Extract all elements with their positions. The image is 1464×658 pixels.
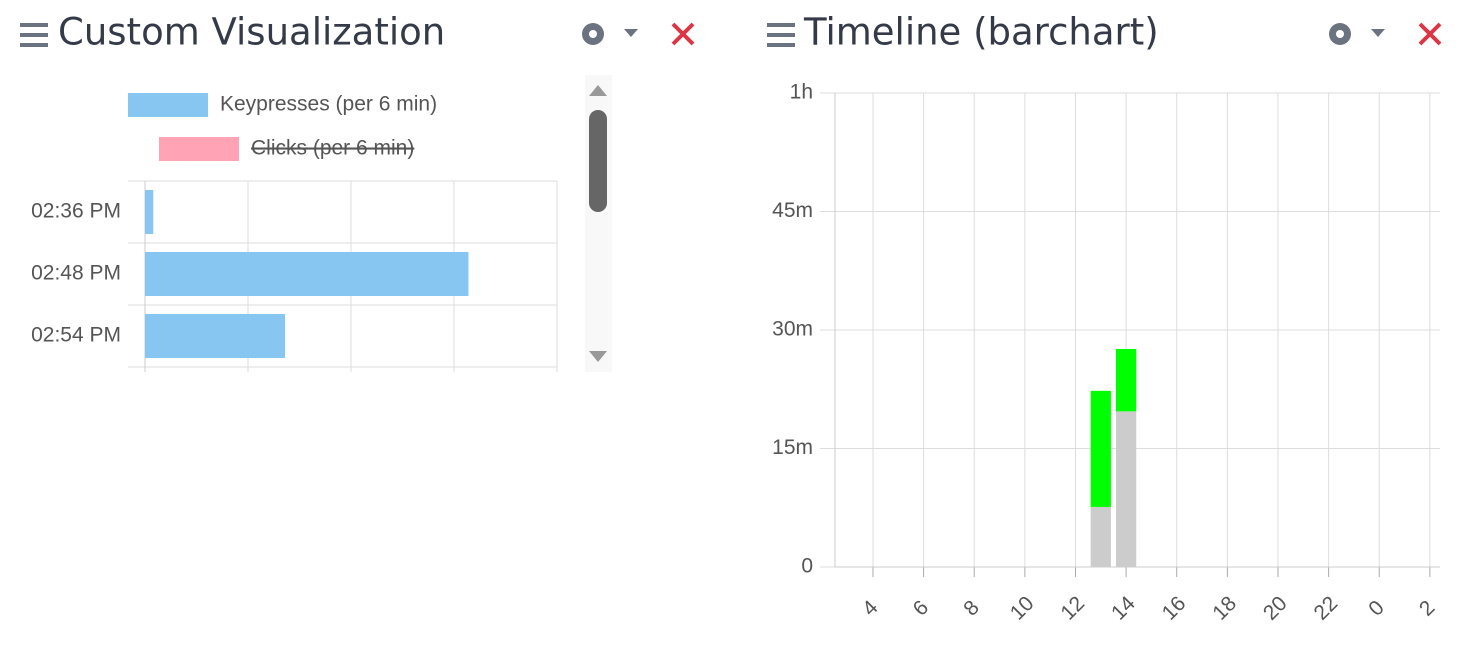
- bar-segment: [1115, 348, 1137, 412]
- close-icon[interactable]: [671, 22, 695, 46]
- x-tick-label: 0: [1364, 596, 1389, 621]
- x-tick-label: 14: [1107, 592, 1140, 625]
- x-tick-label: 20: [1259, 592, 1292, 625]
- x-tick-label: 18: [1208, 592, 1241, 625]
- bar: [145, 314, 286, 358]
- y-tick-label: 0: [801, 555, 813, 578]
- panel-title: Timeline (barchart): [803, 11, 1159, 54]
- x-tick-label: 22: [1310, 592, 1343, 625]
- menu-icon[interactable]: [20, 23, 48, 47]
- close-icon[interactable]: [1418, 22, 1442, 46]
- x-tick-label: 8: [959, 596, 984, 621]
- scrollbar[interactable]: [585, 75, 612, 372]
- y-tick-label: 1h: [790, 81, 813, 104]
- bar-segment: [1115, 411, 1137, 567]
- panel-title: Custom Visualization: [58, 11, 445, 54]
- x-tick-label: 2: [1415, 596, 1440, 621]
- bar: [145, 190, 154, 234]
- y-tick-label: 30m: [772, 318, 813, 341]
- y-tick-label: 02:48 PM: [31, 262, 121, 285]
- x-tick-label: 10: [1006, 592, 1039, 625]
- x-tick-label: 16: [1158, 592, 1191, 625]
- legend-swatch: [159, 137, 239, 161]
- y-tick-label: 45m: [772, 199, 813, 222]
- bar-segment: [1090, 390, 1111, 507]
- y-tick-label: 02:54 PM: [31, 324, 121, 347]
- menu-icon[interactable]: [767, 23, 795, 47]
- x-tick-label: 12: [1056, 592, 1089, 625]
- settings-icon[interactable]: [1329, 23, 1385, 45]
- x-tick-label: 4: [858, 596, 883, 621]
- bar-segment: [1090, 506, 1111, 567]
- legend-label: Clicks (per 6 min): [251, 137, 414, 160]
- y-tick-label: 15m: [772, 436, 813, 459]
- settings-icon[interactable]: [582, 23, 638, 45]
- y-tick-label: 02:36 PM: [31, 200, 121, 223]
- legend-swatch: [128, 93, 208, 117]
- legend-label: Keypresses (per 6 min): [220, 93, 437, 116]
- x-tick-label: 6: [909, 596, 934, 621]
- bar: [145, 252, 469, 296]
